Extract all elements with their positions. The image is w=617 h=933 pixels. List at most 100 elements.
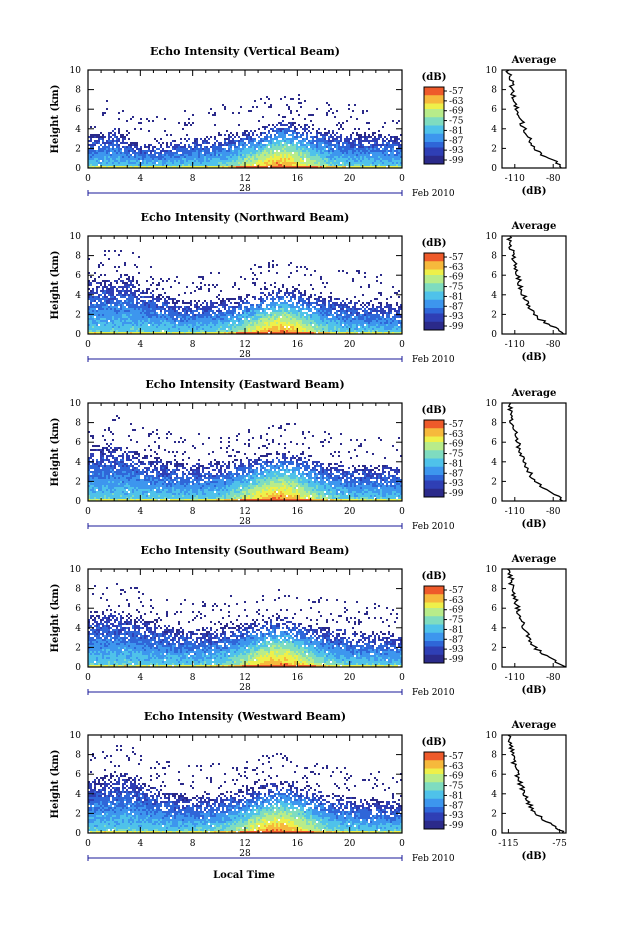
heatmap-cell (374, 150, 376, 152)
heatmap-cell (294, 330, 296, 332)
heatmap-cell (278, 304, 280, 306)
heatmap-cell (94, 162, 96, 164)
heatmap-cell (298, 132, 300, 134)
heatmap-cell (146, 146, 148, 148)
heatmap-cell (118, 326, 120, 328)
heatmap-cell (360, 150, 362, 152)
heatmap-cell (226, 164, 228, 166)
heatmap-cell (118, 152, 120, 154)
heatmap-cell (244, 320, 246, 322)
heatmap-cell (362, 110, 364, 112)
heatmap-cell (152, 158, 154, 160)
heatmap-cell (154, 160, 156, 162)
heatmap-cell (352, 160, 354, 162)
heatmap-cell (136, 306, 138, 308)
heatmap-cell (302, 138, 304, 140)
heatmap-cell (172, 146, 174, 148)
heatmap-cell (312, 288, 314, 290)
heatmap-cell (236, 330, 238, 332)
heatmap-cell (174, 148, 176, 150)
heatmap-cell (170, 310, 172, 312)
heatmap-cell (330, 136, 332, 138)
heatmap-cell (134, 154, 136, 156)
heatmap-cell (372, 162, 374, 164)
heatmap-cell (214, 312, 216, 314)
heatmap-cell (224, 148, 226, 150)
heatmap-cell (122, 158, 124, 160)
heatmap-cell (324, 320, 326, 322)
heatmap-cell (212, 284, 214, 286)
heatmap-cell (92, 308, 94, 310)
heatmap-cell (250, 140, 252, 142)
heatmap-cell (368, 162, 370, 164)
heatmap-cell (134, 318, 136, 320)
heatmap-cell (222, 160, 224, 162)
heatmap-cell (338, 128, 340, 130)
heatmap-cell (310, 302, 312, 304)
heatmap-cell (118, 304, 120, 306)
heatmap-cell (326, 310, 328, 312)
heatmap-cell (172, 328, 174, 330)
heatmap-cell (128, 306, 130, 308)
heatmap-cell (210, 330, 212, 332)
heatmap-cell (284, 324, 286, 326)
heatmap-cell (290, 146, 292, 148)
heatmap-cell (284, 140, 286, 142)
heatmap-cell (302, 328, 304, 330)
heatmap-cell (354, 144, 356, 146)
heatmap-cell (318, 328, 320, 330)
heatmap-cell (356, 158, 358, 160)
heatmap-cell (264, 322, 266, 324)
heatmap-cell (362, 112, 364, 114)
heatmap-cell (290, 164, 292, 166)
heatmap-cell (334, 134, 336, 136)
heatmap-cell (268, 304, 270, 306)
heatmap-cell (288, 160, 290, 162)
heatmap-cell (272, 322, 274, 324)
heatmap-cell (294, 126, 296, 128)
heatmap-cell (262, 152, 264, 154)
heatmap-cell (222, 156, 224, 158)
heatmap-cell (210, 152, 212, 154)
heatmap-cell (136, 142, 138, 144)
heatmap-cell (94, 318, 96, 320)
heatmap-cell (100, 318, 102, 320)
heatmap-cell (280, 150, 282, 152)
heatmap-cell (342, 158, 344, 160)
heatmap-cell (98, 266, 100, 268)
heatmap-cell (318, 128, 320, 130)
heatmap-cell (108, 162, 110, 164)
heatmap-cell (210, 158, 212, 160)
heatmap-cell (380, 136, 382, 138)
heatmap-cell (176, 146, 178, 148)
heatmap-cell (236, 134, 238, 136)
heatmap-cell (300, 156, 302, 158)
heatmap-cell (210, 308, 212, 310)
heatmap-cell (258, 150, 260, 152)
heatmap-cell (256, 304, 258, 306)
heatmap-cell (340, 322, 342, 324)
heatmap-cell (330, 330, 332, 332)
heatmap-cell (150, 152, 152, 154)
heatmap-cell (192, 312, 194, 314)
heatmap-cell (108, 310, 110, 312)
heatmap-cell (106, 304, 108, 306)
heatmap-cell (260, 314, 262, 316)
heatmap-cell (260, 164, 262, 166)
heatmap-cell (182, 318, 184, 320)
heatmap-cell (264, 164, 266, 166)
heatmap-cell (98, 158, 100, 160)
heatmap-cell (250, 150, 252, 152)
heatmap-cell (244, 318, 246, 320)
heatmap-cell (134, 326, 136, 328)
heatmap-cell (256, 322, 258, 324)
heatmap-cell (250, 154, 252, 156)
heatmap-cell (238, 296, 240, 298)
heatmap-cell (294, 164, 296, 166)
heatmap-cell (262, 292, 264, 294)
heatmap-cell (90, 284, 92, 286)
heatmap-cell (316, 320, 318, 322)
heatmap-cell (304, 318, 306, 320)
heatmap-cell (376, 142, 378, 144)
heatmap-cell (276, 164, 278, 166)
